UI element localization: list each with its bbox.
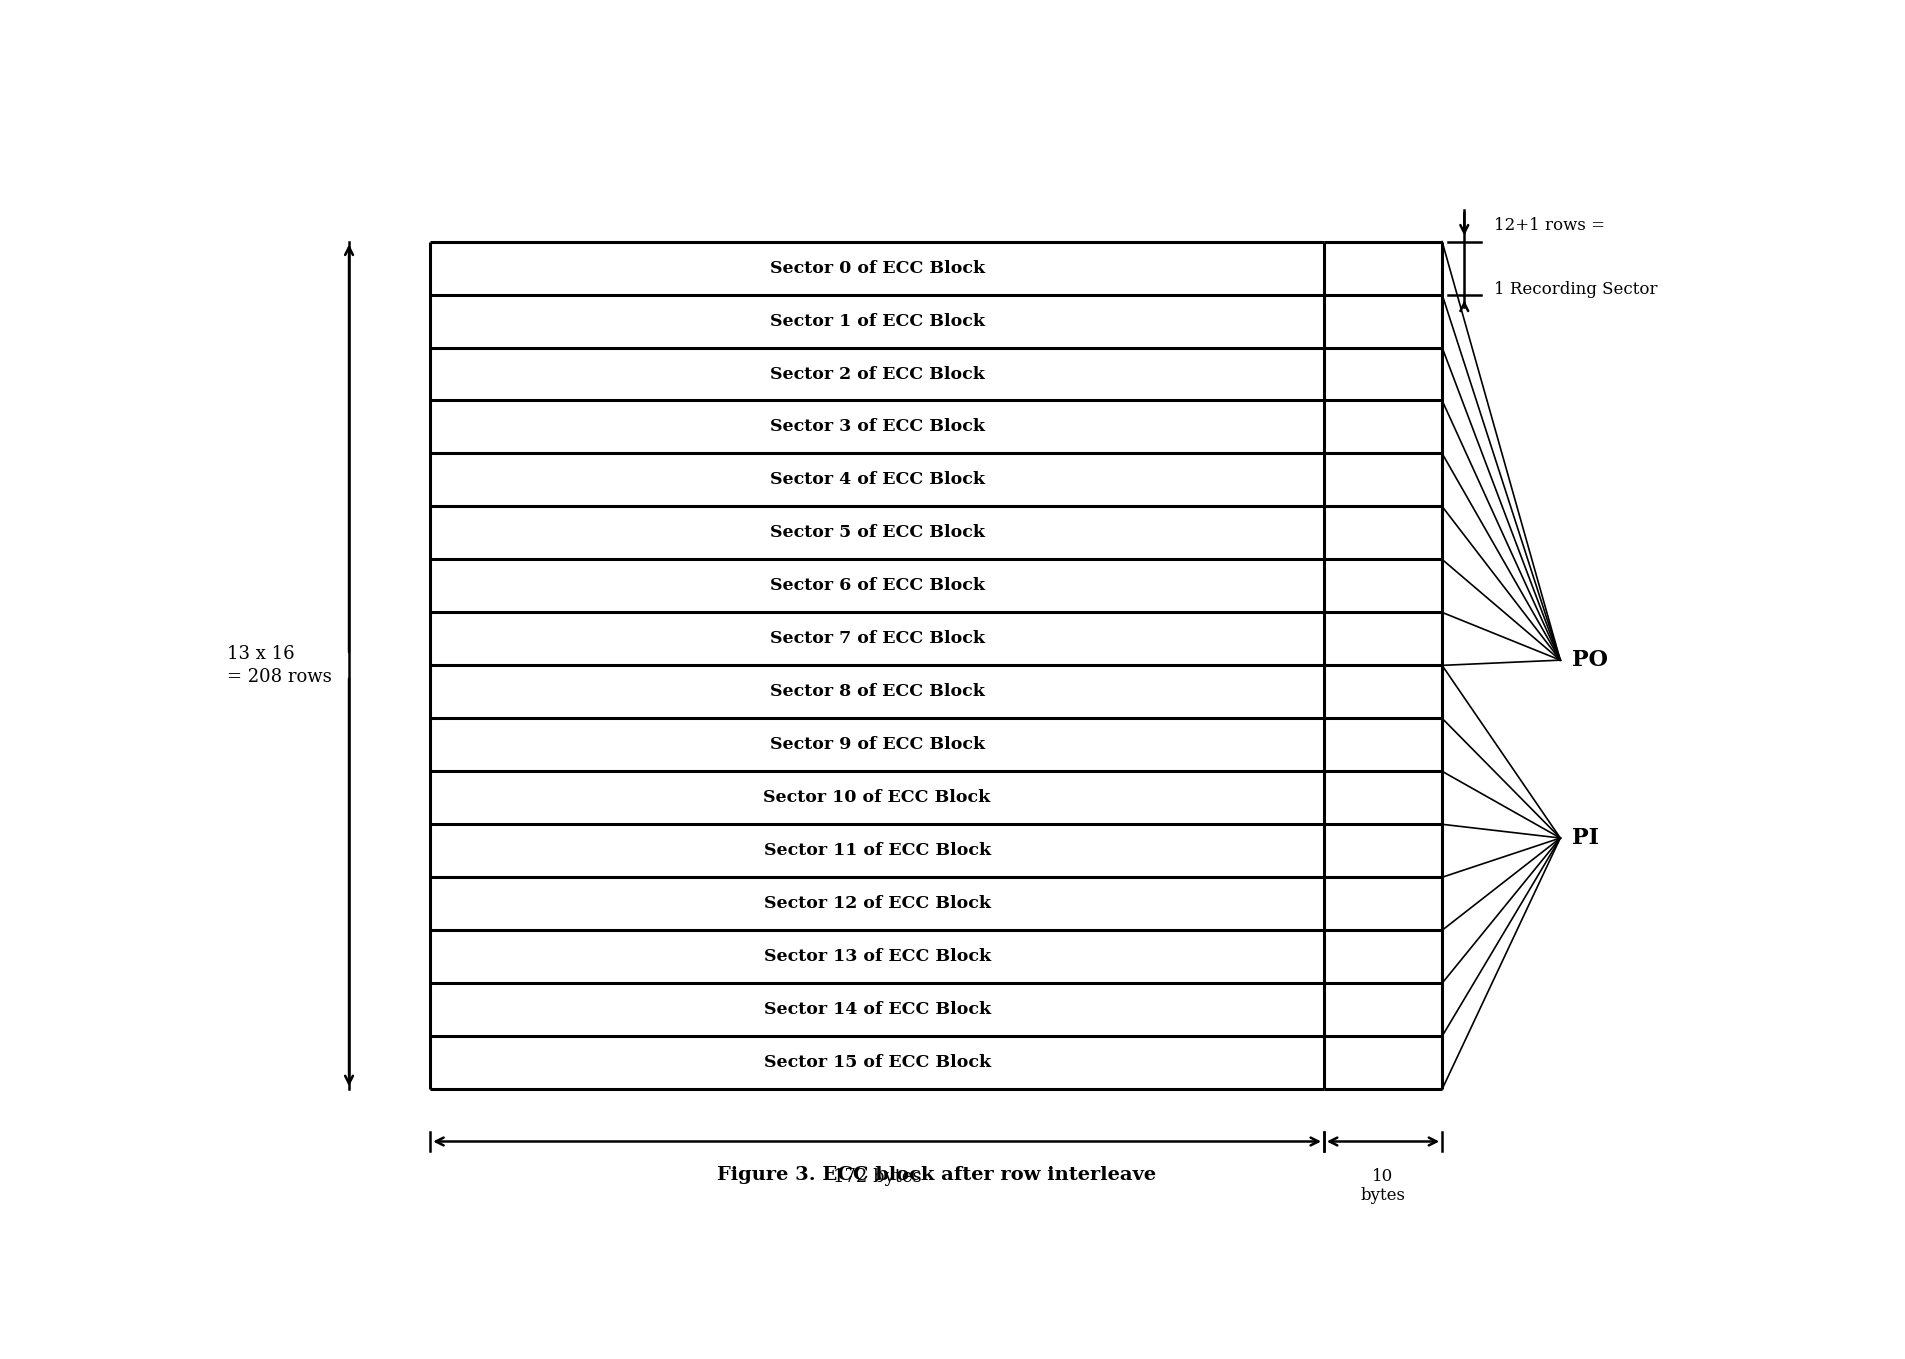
Text: Sector 9 of ECC Block: Sector 9 of ECC Block: [770, 737, 985, 753]
Text: 12+1 rows =: 12+1 rows =: [1494, 217, 1604, 234]
Text: Sector 3 of ECC Block: Sector 3 of ECC Block: [770, 419, 985, 435]
Text: Sector 0 of ECC Block: Sector 0 of ECC Block: [770, 260, 985, 276]
Text: Sector 13 of ECC Block: Sector 13 of ECC Block: [764, 949, 991, 965]
Text: PI: PI: [1572, 828, 1598, 849]
Text: Sector 2 of ECC Block: Sector 2 of ECC Block: [770, 366, 985, 382]
Text: Sector 8 of ECC Block: Sector 8 of ECC Block: [770, 684, 985, 700]
Text: 13 x 16
= 208 rows: 13 x 16 = 208 rows: [227, 644, 331, 686]
Text: Sector 1 of ECC Block: Sector 1 of ECC Block: [770, 313, 985, 329]
Text: Sector 10 of ECC Block: Sector 10 of ECC Block: [764, 790, 991, 806]
Text: Sector 4 of ECC Block: Sector 4 of ECC Block: [770, 472, 985, 488]
Text: Sector 7 of ECC Block: Sector 7 of ECC Block: [770, 631, 985, 647]
Text: Sector 15 of ECC Block: Sector 15 of ECC Block: [764, 1055, 991, 1071]
Text: Sector 14 of ECC Block: Sector 14 of ECC Block: [764, 1002, 991, 1018]
Text: Sector 5 of ECC Block: Sector 5 of ECC Block: [770, 525, 985, 541]
Text: Sector 11 of ECC Block: Sector 11 of ECC Block: [764, 843, 991, 859]
Text: 172 bytes: 172 bytes: [832, 1167, 920, 1185]
Text: Sector 12 of ECC Block: Sector 12 of ECC Block: [764, 896, 991, 912]
Text: 1 Recording Sector: 1 Recording Sector: [1494, 281, 1657, 298]
Text: Figure 3. ECC block after row interleave: Figure 3. ECC block after row interleave: [716, 1166, 1154, 1184]
Text: PO: PO: [1572, 650, 1608, 671]
Text: 10
bytes: 10 bytes: [1360, 1167, 1404, 1204]
Text: Sector 6 of ECC Block: Sector 6 of ECC Block: [770, 578, 985, 594]
